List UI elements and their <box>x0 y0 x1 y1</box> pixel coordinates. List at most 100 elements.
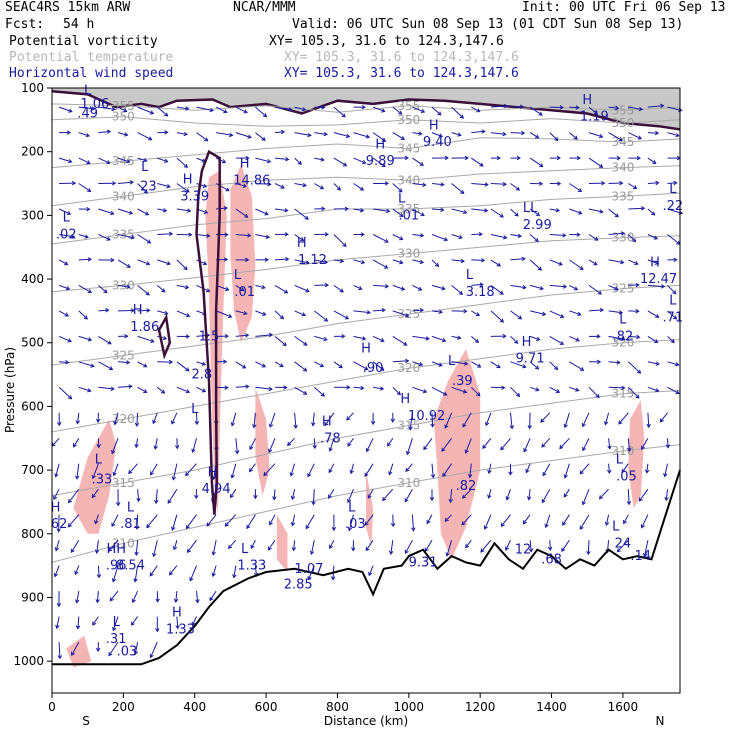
wind-vector <box>98 106 115 110</box>
wind-vector <box>294 386 307 395</box>
wind-vector <box>588 259 598 266</box>
wind-arrowhead <box>554 136 559 142</box>
wind-arrowhead <box>539 286 544 291</box>
wind-vector <box>490 208 504 218</box>
wind-arrowhead <box>365 447 370 453</box>
wind-vector <box>522 514 531 524</box>
wind-arrowhead <box>94 549 100 554</box>
isentrope-label-320-1: 320 <box>397 361 420 375</box>
wind-arrowhead <box>209 107 214 113</box>
wind-arrowhead <box>321 206 326 211</box>
wind-arrowhead <box>484 182 489 187</box>
isentrope-label-355-1: 355 <box>397 99 420 113</box>
wind-vector <box>91 488 99 498</box>
wind-arrowhead <box>443 237 449 242</box>
wind-vector <box>94 514 99 524</box>
wind-arrowhead <box>284 208 289 213</box>
isentrope-label-350-0: 350 <box>112 110 135 124</box>
wind-vector <box>233 565 237 578</box>
wind-vector <box>235 361 246 369</box>
wind-arrowhead <box>496 262 502 267</box>
wind-vector <box>461 514 472 526</box>
wind-vector <box>268 438 276 453</box>
wind-arrowhead <box>133 578 138 583</box>
wind-vector <box>274 361 284 367</box>
wind-arrowhead <box>324 232 329 237</box>
wind-arrowhead <box>161 288 166 293</box>
wind-arrowhead <box>618 137 623 141</box>
wind-arrowhead <box>562 284 568 289</box>
wind-arrowhead <box>636 369 642 374</box>
wind-vector <box>372 234 389 243</box>
wind-arrowhead <box>171 420 176 425</box>
wind-vector <box>392 106 403 115</box>
wind-vector <box>353 386 364 389</box>
wind-arrowhead <box>366 310 371 315</box>
wind-vector <box>582 489 590 505</box>
wind-vector <box>647 234 658 240</box>
wind-vector <box>387 438 394 447</box>
wind-arrowhead <box>272 496 277 501</box>
wind-arrowhead <box>411 527 416 532</box>
wind-vector <box>117 259 131 268</box>
wind-vector <box>667 106 682 111</box>
wind-arrowhead <box>166 261 171 266</box>
wind-vector <box>187 539 197 553</box>
wind-arrowhead <box>280 129 286 135</box>
wind-arrowhead <box>604 521 610 527</box>
wind-vector <box>353 361 368 370</box>
wind-arrowhead <box>448 498 454 504</box>
wind-arrowhead <box>289 472 294 477</box>
wind-arrowhead <box>652 159 657 164</box>
extremum-value-17: 1.86 <box>130 320 159 335</box>
isentrope-label-340-0: 340 <box>112 189 135 203</box>
wind-vector <box>667 285 677 295</box>
wind-arrowhead <box>408 426 413 431</box>
extremum-value-24: .78 <box>320 431 341 446</box>
wind-vector <box>608 182 623 184</box>
extremum-value-11: 2.99 <box>523 218 552 233</box>
wind-arrowhead <box>152 552 157 558</box>
wind-arrowhead <box>134 551 139 556</box>
wind-vector <box>405 463 413 472</box>
wind-arrowhead <box>230 474 235 479</box>
wind-arrowhead <box>559 444 564 450</box>
wind-vector <box>78 106 95 110</box>
wind-vector <box>269 412 276 428</box>
wind-vector <box>294 234 304 241</box>
wind-arrowhead <box>224 385 229 390</box>
wind-vector <box>196 361 206 366</box>
wind-vector <box>98 208 114 215</box>
wind-vector <box>196 234 210 237</box>
wind-vector <box>529 540 532 552</box>
wind-vector <box>431 335 446 342</box>
wind-vector <box>628 207 645 210</box>
wind-vector <box>172 463 178 480</box>
wind-vector <box>353 183 364 191</box>
wind-arrowhead <box>242 364 247 369</box>
wind-arrowhead <box>261 136 266 141</box>
wind-arrowhead <box>515 186 521 191</box>
wind-arrowhead <box>505 546 509 551</box>
wind-vector <box>392 183 403 193</box>
wind-arrowhead <box>75 599 80 604</box>
wind-arrowhead <box>361 336 367 341</box>
wind-arrowhead <box>282 342 287 347</box>
terrain-layer <box>52 469 681 666</box>
wind-arrowhead <box>405 467 410 473</box>
x-tick-label: 1000 <box>394 700 425 714</box>
wind-vector <box>71 641 80 656</box>
wind-arrowhead <box>185 389 191 394</box>
wind-vector <box>431 284 445 290</box>
wind-vector <box>529 284 544 290</box>
extremum-value-38: 9.31 <box>409 555 438 570</box>
wind-vector <box>109 590 119 602</box>
wind-vector <box>451 335 461 339</box>
wind-vector <box>525 463 531 473</box>
wind-vector <box>235 334 249 337</box>
wind-arrowhead <box>646 423 651 429</box>
wind-arrowhead <box>172 545 178 551</box>
wind-arrowhead <box>242 183 248 188</box>
extremum-letter-31: L <box>241 542 249 557</box>
wind-vector <box>667 361 679 366</box>
